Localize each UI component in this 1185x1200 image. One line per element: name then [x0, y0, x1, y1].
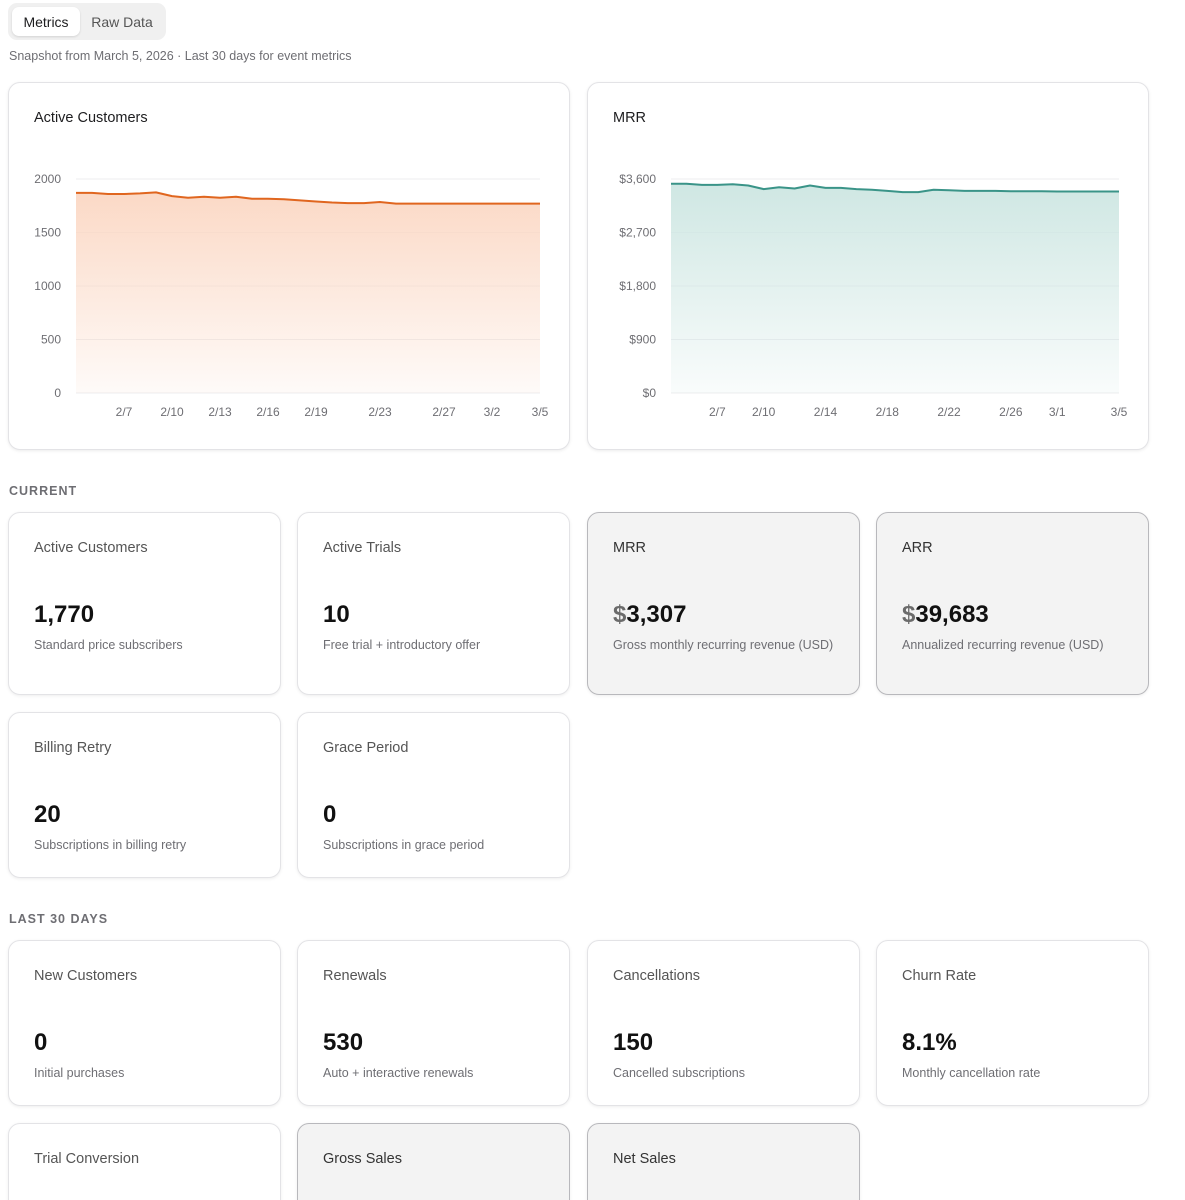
x-tick-label: 2/16	[256, 405, 280, 419]
card-description: Subscriptions in grace period	[323, 838, 485, 852]
churn-rate-card: Churn Rate 8.1% Monthly cancellation rat…	[876, 940, 1149, 1106]
x-tick-label: 2/26	[999, 405, 1023, 419]
card-value: 8.1%	[902, 1029, 957, 1056]
card-value-number: 3,307	[626, 601, 687, 628]
y-tick-label: $3,600	[619, 172, 656, 186]
card-label: Gross Sales	[323, 1151, 402, 1167]
card-description: Gross monthly recurring revenue (USD)	[613, 638, 834, 652]
card-value: 0	[34, 1029, 48, 1056]
card-label: ARR	[902, 540, 933, 556]
active-trials-card: Active Trials 10 Free trial + introducto…	[297, 512, 570, 695]
card-label: New Customers	[34, 968, 138, 984]
y-tick-label: $2,700	[619, 226, 656, 240]
card-value: 20	[34, 801, 61, 828]
x-tick-label: 2/14	[814, 405, 838, 419]
chart-title: MRR	[613, 110, 647, 126]
x-tick-label: 2/23	[368, 405, 392, 419]
card-value-number: 39,683	[915, 601, 989, 628]
mrr-chart: $0 $900 $1,800 $2,700 $3,600 2/7 2/10 2/14 2/18 2…	[619, 172, 1128, 419]
mrr-card[interactable]: MRR $3,307 Gross monthly recurring reven…	[587, 512, 860, 695]
net-sales-card[interactable]: Net Sales	[587, 1123, 860, 1200]
y-tick-label: $900	[629, 333, 656, 347]
x-tick-label: 2/10	[160, 405, 184, 419]
card-description: Auto + interactive renewals	[323, 1066, 474, 1080]
x-tick-label: 2/13	[208, 405, 232, 419]
tab-raw-data[interactable]: Raw Data	[91, 13, 153, 30]
card-value: 10	[323, 601, 350, 628]
card-description: Monthly cancellation rate	[902, 1066, 1041, 1080]
section-label-current: CURRENT	[9, 484, 78, 498]
x-tick-label: 2/7	[709, 405, 726, 419]
x-tick-label: 3/5	[532, 405, 549, 419]
y-tick-label: 500	[41, 333, 61, 347]
x-tick-label: 2/27	[432, 405, 456, 419]
card-value: 0	[323, 801, 337, 828]
card-value: $3,307	[613, 601, 686, 629]
section-label-last-30-days: LAST 30 DAYS	[9, 912, 109, 926]
chart-title: Active Customers	[34, 110, 148, 126]
series-area	[671, 183, 1119, 393]
card-label: Cancellations	[613, 968, 701, 984]
card-label: MRR	[613, 540, 647, 556]
card-label: Net Sales	[613, 1151, 676, 1167]
x-tick-label: 2/10	[752, 405, 776, 419]
tab-metrics[interactable]: Metrics	[12, 7, 80, 36]
card-value: 1,770	[34, 601, 95, 628]
currency-symbol: $	[902, 601, 916, 628]
x-tick-label: 2/7	[116, 405, 133, 419]
series-line	[76, 191, 540, 205]
trial-conversion-card: Trial Conversion	[8, 1123, 281, 1200]
arr-card[interactable]: ARR $39,683 Annualized recurring revenue…	[876, 512, 1149, 695]
card-description: Standard price subscribers	[34, 638, 183, 652]
y-tick-label: $0	[643, 386, 657, 400]
x-tick-label: 3/2	[484, 405, 501, 419]
card-value: $39,683	[902, 601, 989, 629]
x-tick-label: 2/18	[876, 405, 900, 419]
card-label: Billing Retry	[34, 740, 112, 756]
card-value: 530	[323, 1029, 364, 1056]
gross-sales-card[interactable]: Gross Sales	[297, 1123, 570, 1200]
active-customers-card: Active Customers 1,770 Standard price su…	[8, 512, 281, 695]
y-tick-label: 2000	[34, 172, 61, 186]
snapshot-subtitle: Snapshot from March 5, 2026 · Last 30 da…	[9, 49, 352, 63]
y-tick-label: 0	[54, 386, 61, 400]
card-label: Active Trials	[323, 540, 402, 556]
series-area	[76, 192, 540, 393]
x-tick-label: 2/22	[937, 405, 961, 419]
card-label: Trial Conversion	[34, 1151, 140, 1167]
x-tick-label: 3/5	[1111, 405, 1128, 419]
card-label: Churn Rate	[902, 968, 977, 984]
card-label: Grace Period	[323, 740, 409, 756]
active-customers-chart-card: Active Customers 0 500 1000 1500 2000 2/7 2/10…	[8, 82, 570, 450]
renewals-card: Renewals 530 Auto + interactive renewals	[297, 940, 570, 1106]
card-value: 150	[613, 1029, 654, 1056]
grace-period-card: Grace Period 0 Subscriptions in grace pe…	[297, 712, 570, 878]
active-customers-chart: 0 500 1000 1500 2000 2/7 2/10 2/13 2/16 2/19 2/23 2…	[34, 172, 549, 419]
card-label: Active Customers	[34, 540, 148, 556]
mrr-chart-card: MRR $0 $900 $1,800 $2,700 $3,600 2/7 2/10 2/14 2…	[587, 82, 1149, 450]
new-customers-card: New Customers 0 Initial purchases	[8, 940, 281, 1106]
x-tick-label: 3/1	[1049, 405, 1066, 419]
card-description: Cancelled subscriptions	[613, 1066, 746, 1080]
card-label: Renewals	[323, 968, 387, 984]
x-tick-label: 2/19	[304, 405, 328, 419]
cancellations-card: Cancellations 150 Cancelled subscription…	[587, 940, 860, 1106]
y-tick-label: $1,800	[619, 279, 656, 293]
view-tabs: Metrics Raw Data	[8, 3, 166, 40]
billing-retry-card: Billing Retry 20 Subscriptions in billin…	[8, 712, 281, 878]
y-tick-label: 1000	[34, 279, 61, 293]
series-line	[671, 182, 1119, 194]
card-description: Initial purchases	[34, 1066, 125, 1080]
y-tick-label: 1500	[34, 226, 61, 240]
card-description: Subscriptions in billing retry	[34, 838, 187, 852]
currency-symbol: $	[613, 601, 627, 628]
card-description: Annualized recurring revenue (USD)	[902, 638, 1104, 652]
card-description: Free trial + introductory offer	[323, 638, 481, 652]
